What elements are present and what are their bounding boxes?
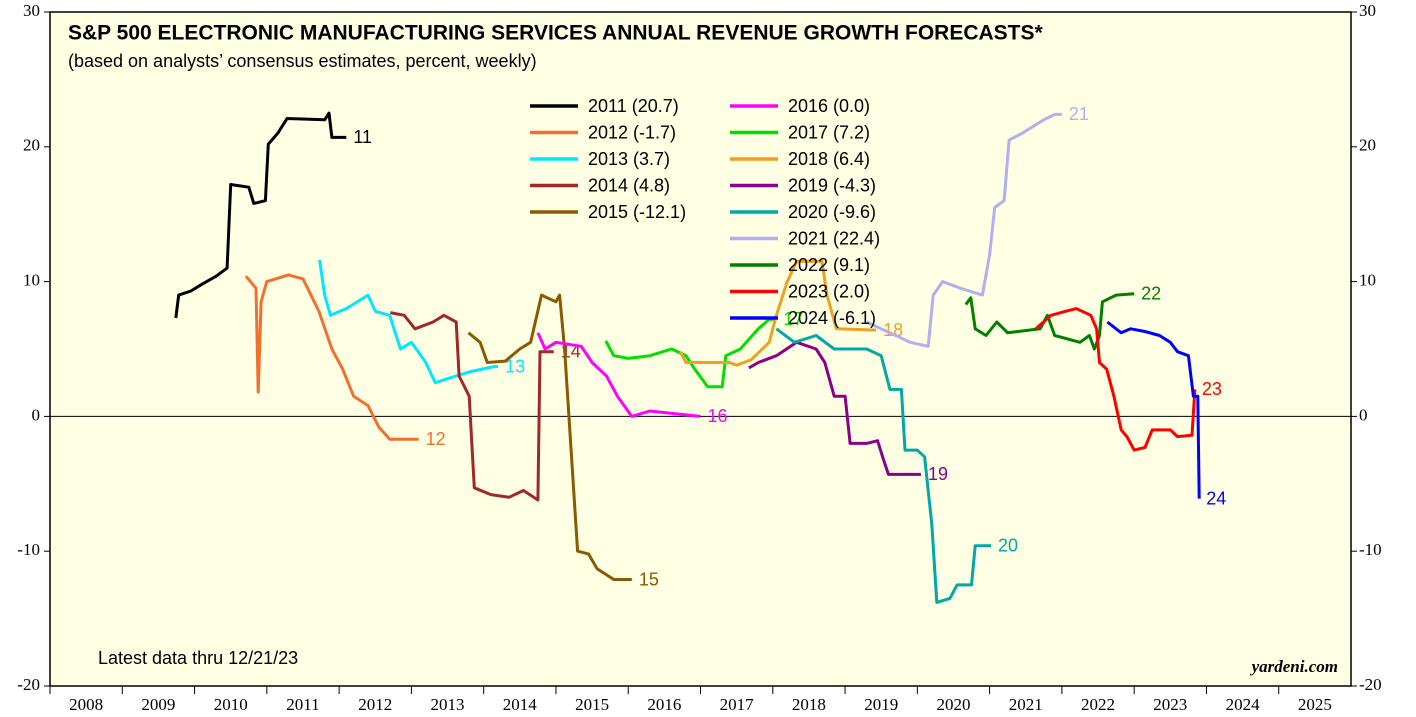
- legend-label: 2013 (3.7): [588, 149, 670, 169]
- end-label: 18: [883, 320, 903, 340]
- x-tick-label: 2025: [1298, 695, 1332, 714]
- y2-tick-label: 20: [1359, 136, 1376, 155]
- series-line: [244, 273, 419, 441]
- x-tick-label: 2023: [1153, 695, 1187, 714]
- legend-label: 2018 (6.4): [788, 149, 870, 169]
- y-tick-label: 20: [23, 136, 40, 155]
- legend-label: 2023 (2.0): [788, 281, 870, 301]
- x-tick-label: 2022: [1081, 695, 1115, 714]
- series-line: [604, 317, 777, 389]
- y2-tick-label: -20: [1359, 675, 1382, 694]
- end-label: 21: [1069, 104, 1089, 124]
- end-label: 16: [708, 406, 728, 426]
- x-tick-label: 2013: [431, 695, 465, 714]
- y2-tick-label: 0: [1359, 405, 1368, 424]
- y2-tick-label: -10: [1359, 540, 1382, 559]
- y-tick-label: 10: [23, 271, 40, 290]
- end-label: 11: [353, 127, 372, 147]
- x-tick-label: 2016: [647, 695, 681, 714]
- end-label: 22: [1141, 283, 1161, 303]
- legend-label: 2024 (-6.1): [788, 308, 876, 328]
- series-line: [748, 340, 921, 476]
- x-tick-label: 2021: [1009, 695, 1043, 714]
- end-label: 12: [426, 429, 446, 449]
- series-line: [174, 111, 347, 319]
- legend-label: 2022 (9.1): [788, 255, 870, 275]
- end-label: 23: [1202, 379, 1222, 399]
- x-tick-label: 2024: [1226, 695, 1261, 714]
- series-line: [390, 311, 554, 502]
- end-label: 19: [928, 464, 948, 484]
- series-line: [775, 327, 992, 604]
- y-tick-label: 30: [23, 1, 40, 20]
- series-line: [1106, 320, 1201, 499]
- note: Latest data thru 12/21/23: [98, 648, 298, 668]
- source: yardeni.com: [1250, 657, 1338, 676]
- x-tick-label: 2011: [286, 695, 319, 714]
- chart-subtitle: (based on analysts’ consensus estimates,…: [68, 51, 537, 71]
- series-line: [1034, 307, 1197, 452]
- series-line: [866, 112, 1062, 348]
- x-tick-label: 2019: [864, 695, 898, 714]
- end-label: 20: [998, 536, 1018, 556]
- series-line: [536, 332, 701, 418]
- y2-tick-label: 10: [1359, 271, 1376, 290]
- x-tick-label: 2012: [358, 695, 392, 714]
- x-tick-label: 2015: [575, 695, 609, 714]
- x-tick-label: 2018: [792, 695, 826, 714]
- legend-label: 2017 (7.2): [788, 122, 870, 142]
- end-label: 17: [783, 309, 803, 329]
- series-line: [678, 259, 877, 367]
- y-tick-label: -20: [17, 675, 40, 694]
- legend-label: 2015 (-12.1): [588, 202, 686, 222]
- series-line: [467, 293, 632, 581]
- plot-area: [49, 11, 1352, 687]
- x-tick-label: 2010: [214, 695, 248, 714]
- x-tick-label: 2020: [936, 695, 970, 714]
- x-tick-label: 2017: [720, 695, 755, 714]
- legend-label: 2016 (0.0): [788, 96, 870, 116]
- x-tick-label: 2008: [69, 695, 103, 714]
- chart-title: S&P 500 ELECTRONIC MANUFACTURING SERVICE…: [68, 22, 1043, 45]
- end-label: 15: [639, 569, 659, 589]
- series-line: [964, 292, 1135, 351]
- legend-label: 2020 (-9.6): [788, 202, 876, 222]
- legend-label: 2012 (-1.7): [588, 122, 676, 142]
- y-tick-label: -10: [17, 540, 40, 559]
- series-line: [318, 259, 499, 385]
- end-label: 24: [1206, 488, 1226, 508]
- end-label: 13: [505, 356, 525, 376]
- legend-label: 2021 (22.4): [788, 228, 880, 248]
- legend-label: 2014 (4.8): [588, 175, 670, 195]
- y-tick-label: 0: [32, 405, 41, 424]
- x-tick-label: 2009: [141, 695, 175, 714]
- legend-label: 2011 (20.7): [588, 96, 679, 116]
- y2-tick-label: 30: [1359, 1, 1376, 20]
- x-tick-label: 2014: [503, 695, 538, 714]
- legend-label: 2019 (-4.3): [788, 175, 876, 195]
